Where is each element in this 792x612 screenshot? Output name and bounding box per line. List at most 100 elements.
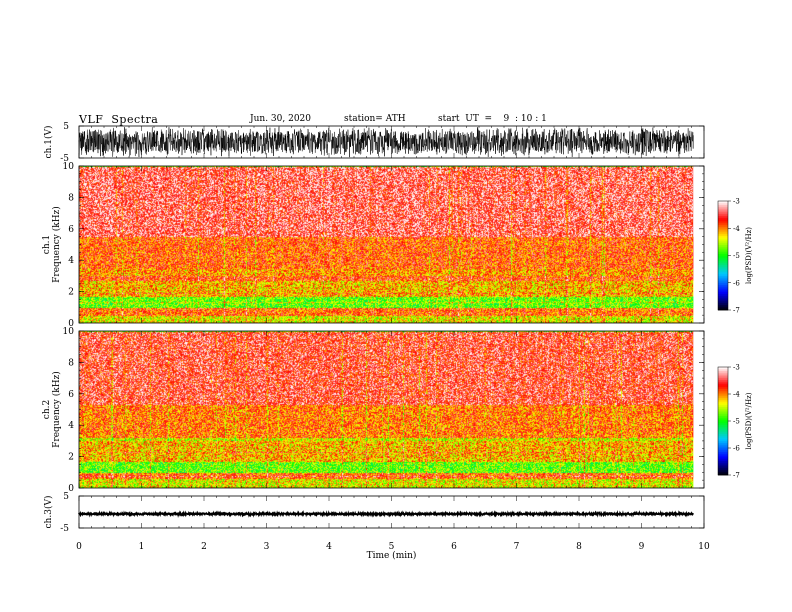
colorbar-tick-label: -3 (733, 198, 740, 206)
colorbar-cell (718, 466, 728, 469)
colorbar-tick-label: -5 (733, 252, 740, 260)
colorbar-cell (718, 383, 728, 386)
colorbar-cell (718, 404, 728, 407)
colorbar-cell (718, 277, 728, 280)
colorbar-cell (718, 437, 728, 440)
colorbar-cell (718, 279, 728, 282)
colorbar-cell (718, 388, 728, 391)
colorbar-cell (718, 308, 728, 311)
colorbar-cell (718, 230, 728, 233)
x-tick-label: 6 (451, 542, 457, 552)
colorbar-cell (718, 239, 728, 242)
colorbar-cell (718, 462, 728, 465)
y-tick-label: 2 (68, 453, 74, 463)
colorbar-cell (718, 392, 728, 395)
colorbar-cell (718, 242, 728, 245)
y-tick-label: 4 (68, 421, 74, 431)
x-tick-label: 10 (698, 542, 710, 552)
colorbar-tick-label: -4 (733, 225, 740, 233)
colorbar-tick-label: -7 (733, 472, 740, 480)
y-tick-label: 5 (63, 122, 69, 132)
colorbar-cell (718, 206, 728, 209)
ch1-waveform (78, 127, 694, 158)
colorbar-cell (718, 401, 728, 404)
spectrogram-image (79, 166, 693, 323)
colorbar-cell (718, 202, 728, 206)
colorbar-tick-label: -4 (733, 391, 740, 399)
colorbar-cell (718, 464, 728, 467)
colorbar-cell (718, 250, 728, 253)
colorbar-cell (718, 288, 728, 291)
colorbar-cell (718, 422, 728, 425)
colorbar: -3 -4 -5 -6 -7 log(PSD)(V²/Hz) (717, 364, 753, 480)
colorbar-cell (718, 377, 728, 380)
colorbar-cell (718, 448, 728, 451)
x-tick-label: 9 (639, 542, 645, 552)
colorbar-cell (718, 390, 728, 393)
ch3-waveform (78, 509, 694, 518)
colorbar-cell (718, 201, 728, 204)
colorbar-cell (718, 408, 728, 411)
colorbar-cell (718, 421, 728, 424)
colorbar-cell (718, 208, 728, 211)
colorbar-cell (718, 473, 728, 476)
x-tick-label: 3 (264, 542, 270, 552)
colorbar-cell (718, 297, 728, 300)
y-tick-label: 0 (68, 484, 74, 494)
colorbar-tick-label: -6 (733, 279, 740, 287)
colorbar-cell (718, 419, 728, 422)
colorbar-cell (718, 413, 728, 416)
x-axis-label: Time (min) (367, 550, 417, 561)
colorbar-cell (718, 275, 728, 278)
colorbar-cell (718, 376, 728, 379)
colorbar-cell (718, 224, 728, 227)
colorbar-cell (718, 211, 728, 215)
colorbar-cell (718, 282, 728, 285)
colorbar-cell (718, 299, 728, 302)
colorbar: -3 -4 -5 -6 -7 log(PSD)(V²/Hz) (717, 198, 753, 315)
colorbar-cell (718, 204, 728, 207)
colorbar-cell (718, 397, 728, 400)
colorbar-cell (718, 286, 728, 289)
colorbar-label: log(PSD)(V²/Hz) (745, 392, 753, 449)
colorbar-cell (718, 417, 728, 420)
colorbar-cell (718, 467, 728, 470)
colorbar-cell (718, 257, 728, 260)
colorbar-cell (718, 399, 728, 402)
x-tick-label: 4 (326, 542, 332, 552)
colorbar-cell (718, 453, 728, 456)
spectrogram-image (79, 331, 693, 488)
colorbar-cell (718, 215, 728, 218)
colorbar-cell (718, 424, 728, 427)
y-axis-label: ch.3(V) (43, 496, 54, 529)
chart-title: VLF Spectra (79, 113, 159, 126)
colorbar-cell (718, 442, 728, 445)
colorbar-cell (718, 367, 728, 370)
colorbar-cell (718, 259, 728, 262)
y-tick-label: 8 (68, 193, 74, 203)
y-tick-label: 10 (63, 162, 75, 172)
colorbar-cell (718, 220, 728, 224)
y-tick-label: 5 (63, 492, 69, 502)
colorbar-tick-label: -3 (733, 364, 740, 372)
waveform-trace (78, 127, 694, 158)
colorbar-cell (718, 451, 728, 454)
colorbar-tick-label: -7 (733, 307, 740, 315)
y-tick-label: 2 (68, 288, 74, 298)
y-tick-label: 0 (68, 319, 74, 329)
x-tick-label: 7 (514, 542, 520, 552)
colorbar-cell (718, 302, 728, 305)
colorbar-cell (718, 280, 728, 284)
colorbar-cell (718, 460, 728, 463)
colorbar-cell (718, 270, 728, 273)
y-tick-label: -5 (60, 154, 69, 164)
colorbar-cell (718, 210, 728, 213)
colorbar-cell (718, 284, 728, 287)
colorbar-cell (718, 251, 728, 255)
x-tick-label: 2 (201, 542, 207, 552)
colorbar-cell (718, 235, 728, 238)
channel-label: ch.1 (42, 235, 52, 254)
colorbar-cell (718, 291, 728, 295)
colorbar-cell (718, 248, 728, 251)
x-tick-label: 8 (576, 542, 582, 552)
